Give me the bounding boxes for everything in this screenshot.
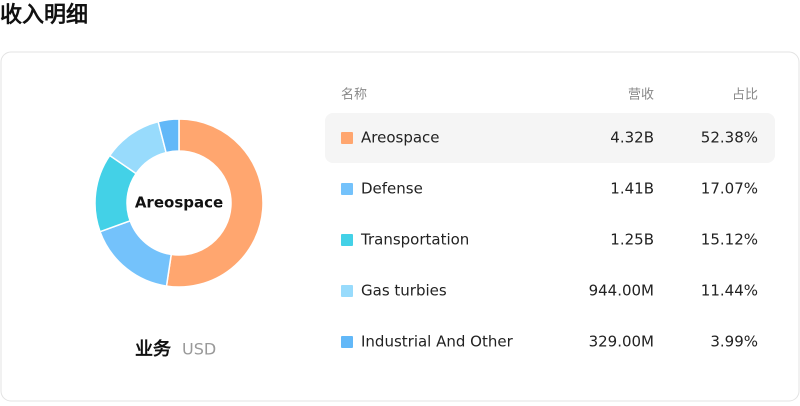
row-share: 52.38% bbox=[701, 129, 758, 147]
chart-subtitle: USD bbox=[182, 340, 216, 359]
donut-slice[interactable] bbox=[165, 118, 264, 288]
row-name[interactable]: Areospace bbox=[361, 129, 440, 147]
row-name[interactable]: Transportation bbox=[360, 231, 469, 249]
row-name[interactable]: Gas turbies bbox=[361, 282, 447, 300]
column-header: 名称 bbox=[341, 87, 367, 103]
row-highlight bbox=[325, 113, 775, 163]
column-header: 营收 bbox=[628, 88, 654, 103]
row-revenue: 944.00M bbox=[589, 282, 654, 300]
row-revenue: 329.00M bbox=[589, 333, 654, 351]
donut-center-label: Areospace bbox=[135, 194, 223, 212]
page-title: 收入明细 bbox=[0, 2, 88, 28]
row-revenue: 1.41B bbox=[610, 180, 654, 198]
donut-slice[interactable] bbox=[157, 118, 180, 154]
column-header: 占比 bbox=[732, 88, 758, 103]
row-share: 17.07% bbox=[701, 180, 758, 198]
legend-swatch bbox=[341, 132, 353, 144]
row-name[interactable]: Defense bbox=[361, 180, 423, 198]
legend-swatch bbox=[341, 285, 353, 297]
row-share: 15.12% bbox=[701, 231, 758, 249]
row-revenue: 4.32B bbox=[610, 129, 654, 147]
chart-title: 业务 bbox=[135, 338, 172, 360]
legend-swatch bbox=[341, 183, 353, 195]
row-name[interactable]: Industrial And Other bbox=[361, 333, 514, 351]
legend-swatch bbox=[341, 234, 353, 246]
row-share: 3.99% bbox=[710, 333, 758, 351]
legend-swatch bbox=[341, 336, 353, 348]
row-revenue: 1.25B bbox=[610, 231, 654, 249]
row-share: 11.44% bbox=[701, 282, 758, 300]
